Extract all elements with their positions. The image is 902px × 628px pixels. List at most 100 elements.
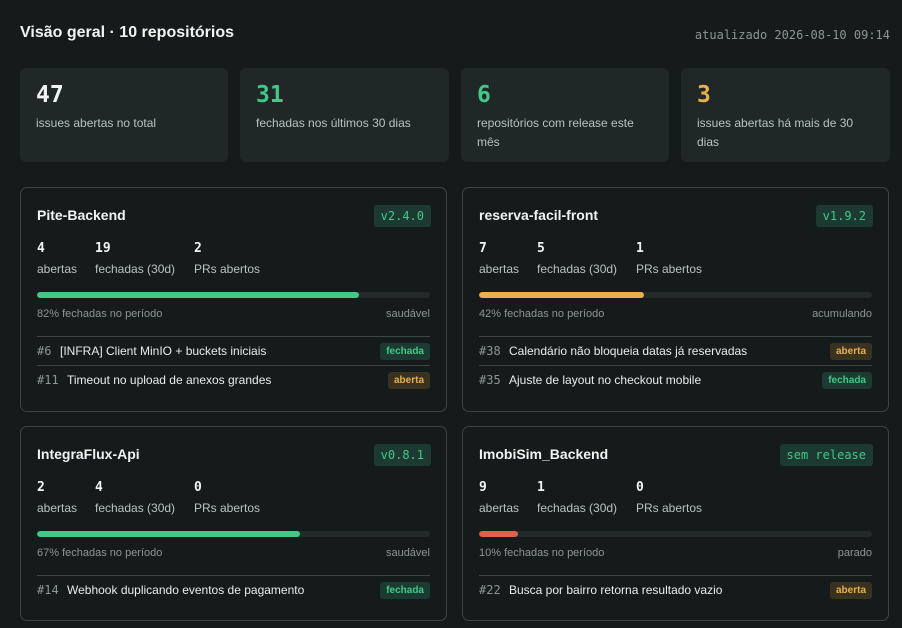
issue-title[interactable]: Busca por bairro retorna resultado vazio: [509, 583, 723, 597]
metric-closed-label: fechadas (30d): [95, 501, 176, 515]
progress-text: 10% fechadas no período: [479, 547, 605, 559]
stat-card-stale-issues: 3 issues abertas há mais de 30 dias: [681, 68, 890, 162]
issue-number: #22: [479, 583, 501, 597]
issue-list: #38 Calendário não bloqueia datas já res…: [479, 336, 872, 394]
issue-list: #6 [INFRA] Client MinIO + buckets inicia…: [37, 336, 430, 394]
issue-title[interactable]: Ajuste de layout no checkout mobile: [509, 373, 702, 387]
repo-card[interactable]: IntegraFlux-Api v0.8.1 2 abertas 4 fecha…: [20, 426, 447, 621]
issue-row[interactable]: #35 Ajuste de layout no checkout mobile …: [479, 365, 872, 394]
metric-closed: 5 fechadas (30d): [537, 241, 617, 277]
metric-closed-label: fechadas (30d): [95, 262, 176, 276]
stat-card-closed-30d: 31 fechadas nos últimos 30 dias: [240, 68, 449, 162]
issue-row[interactable]: #6 [INFRA] Client MinIO + buckets inicia…: [37, 336, 430, 365]
metric-open-label: abertas: [37, 262, 78, 276]
repo-name[interactable]: reserva-facil-front: [479, 207, 599, 223]
metric-closed: 1 fechadas (30d): [537, 480, 617, 516]
stat-value: 47: [36, 82, 64, 108]
issue-status-badge: fechada: [822, 372, 872, 389]
release-badge: v1.9.2: [815, 205, 873, 227]
metric-closed: 19 fechadas (30d): [95, 241, 175, 277]
issue-status-badge: aberta: [387, 372, 430, 389]
issue-status-badge: aberta: [829, 343, 872, 360]
metric-open: 4 abertas: [37, 241, 77, 277]
metric-open: 7 abertas: [479, 241, 519, 277]
health-status: parado: [837, 547, 872, 559]
progress-text: 82% fechadas no período: [37, 308, 163, 320]
header: Visão geral · 10 repositórios atualizado…: [20, 24, 890, 48]
repo-name[interactable]: IntegraFlux-Api: [37, 446, 140, 462]
metric-closed-value: 19: [95, 241, 111, 256]
stat-value: 6: [477, 82, 491, 108]
repo-name[interactable]: Pite-Backend: [37, 207, 126, 223]
metric-prs: 0 PRs abertos: [194, 480, 260, 516]
progress-bar: [479, 292, 872, 298]
health-status: saudável: [385, 308, 430, 320]
issue-row[interactable]: #38 Calendário não bloqueia datas já res…: [479, 336, 872, 365]
issue-number: #6: [37, 344, 52, 358]
issue-title[interactable]: Webhook duplicando eventos de pagamento: [67, 583, 305, 597]
metric-closed-value: 1: [537, 480, 545, 495]
stat-value: 3: [697, 82, 711, 108]
issue-status-badge: fechada: [380, 582, 430, 599]
release-badge: v2.4.0: [373, 205, 431, 227]
progress-text: 67% fechadas no período: [37, 547, 163, 559]
issue-row[interactable]: #22 Busca por bairro retorna resultado v…: [479, 575, 872, 604]
metric-open: 2 abertas: [37, 480, 77, 516]
metric-closed-value: 5: [537, 241, 545, 256]
progress-fill: [37, 292, 360, 298]
repo-card[interactable]: reserva-facil-front v1.9.2 7 abertas 5 f…: [462, 187, 889, 412]
metric-prs-label: PRs abertos: [636, 262, 703, 276]
metric-prs-label: PRs abertos: [194, 262, 261, 276]
issue-list: #14 Webhook duplicando eventos de pagame…: [37, 575, 430, 604]
issue-title[interactable]: Timeout no upload de anexos grandes: [67, 373, 272, 387]
issue-status-badge: fechada: [380, 343, 430, 360]
metric-prs-label: PRs abertos: [636, 501, 703, 515]
stat-card-releases: 6 repositórios com release este mês: [461, 68, 669, 162]
progress-bar: [37, 292, 430, 298]
metric-open-value: 2: [37, 480, 45, 495]
metric-prs: 2 PRs abertos: [194, 241, 260, 277]
stat-label: issues abertas há mais de 30 dias: [697, 116, 854, 149]
repo-card[interactable]: Pite-Backend v2.4.0 4 abertas 19 fechada…: [20, 187, 447, 412]
issue-row[interactable]: #14 Webhook duplicando eventos de pagame…: [37, 575, 430, 604]
metric-prs-value: 2: [194, 241, 202, 256]
metric-closed-label: fechadas (30d): [537, 501, 618, 515]
stat-value: 31: [256, 82, 284, 108]
metric-prs-label: PRs abertos: [194, 501, 261, 515]
progress-fill: [479, 531, 519, 537]
progress-bar: [37, 531, 430, 537]
metric-prs: 0 PRs abertos: [636, 480, 702, 516]
release-badge: sem release: [779, 444, 873, 466]
issue-number: #38: [479, 344, 501, 358]
progress-fill: [37, 531, 301, 537]
repo-card[interactable]: ImobiSim_Backend sem release 9 abertas 1…: [462, 426, 889, 621]
issue-list: #22 Busca por bairro retorna resultado v…: [479, 575, 872, 604]
metric-open-label: abertas: [479, 262, 520, 276]
issue-number: #11: [37, 373, 59, 387]
release-badge: v0.8.1: [373, 444, 431, 466]
progress-bar: [479, 531, 872, 537]
updated-timestamp: atualizado 2026-08-10 09:14: [694, 28, 890, 42]
metric-prs-value: 0: [194, 480, 202, 495]
progress-text: 42% fechadas no período: [479, 308, 605, 320]
metric-prs-value: 1: [636, 241, 644, 256]
stat-label: issues abertas no total: [36, 116, 157, 130]
metric-open-value: 9: [479, 480, 487, 495]
metric-open-value: 7: [479, 241, 487, 256]
metric-prs: 1 PRs abertos: [636, 241, 702, 277]
metric-open-label: abertas: [479, 501, 520, 515]
repo-name[interactable]: ImobiSim_Backend: [479, 446, 609, 462]
metric-closed-value: 4: [95, 480, 103, 495]
stat-card-open-total: 47 issues abertas no total: [20, 68, 228, 162]
metric-prs-value: 0: [636, 480, 644, 495]
stat-label: repositórios com release este mês: [477, 116, 634, 149]
progress-fill: [479, 292, 645, 298]
stat-label: fechadas nos últimos 30 dias: [256, 116, 411, 130]
issue-title[interactable]: [INFRA] Client MinIO + buckets iniciais: [60, 344, 267, 358]
page-title: Visão geral · 10 repositórios: [20, 24, 235, 41]
issue-number: #14: [37, 583, 59, 597]
issue-row[interactable]: #11 Timeout no upload de anexos grandes …: [37, 365, 430, 394]
metric-closed-label: fechadas (30d): [537, 262, 618, 276]
health-status: saudável: [385, 547, 430, 559]
issue-title[interactable]: Calendário não bloqueia datas já reserva…: [509, 344, 748, 358]
